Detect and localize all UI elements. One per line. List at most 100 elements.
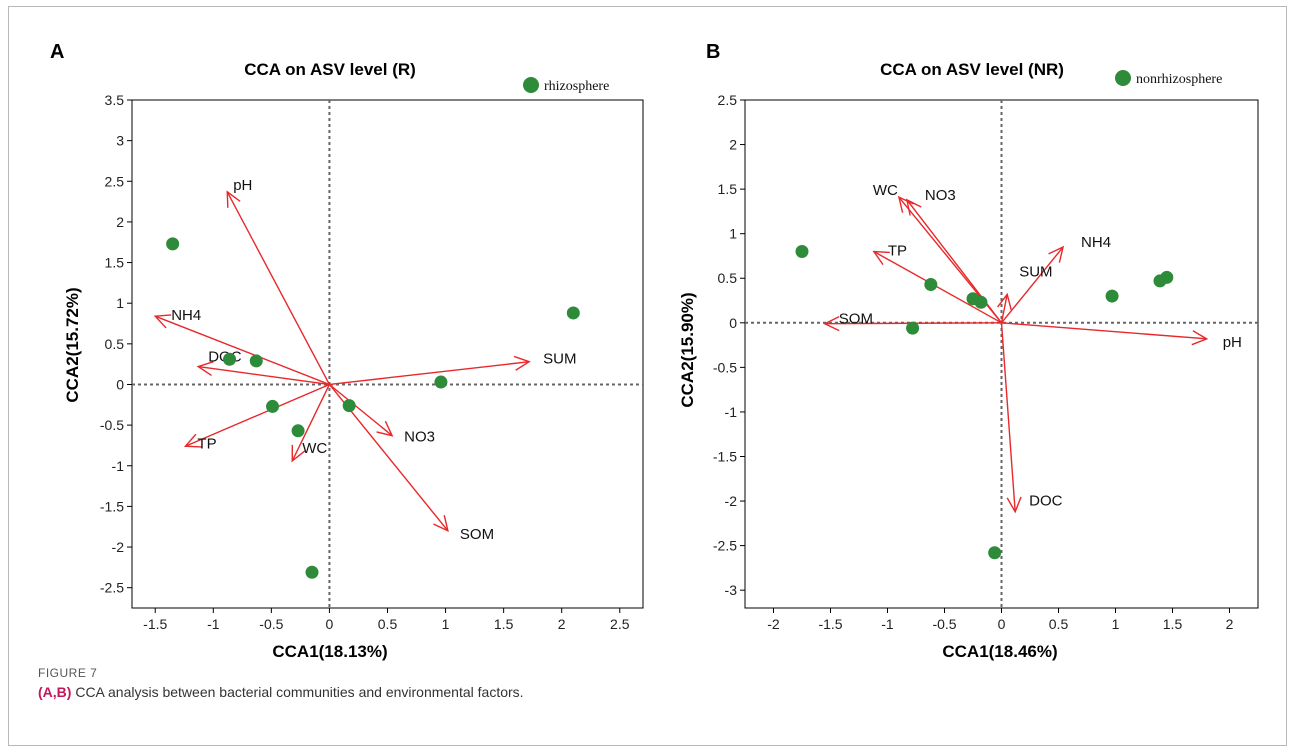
panel-b-vector-nh4-arrowhead [1048, 245, 1065, 263]
panel-a-title: CCA on ASV level (R) [244, 60, 416, 79]
panel-b-y-tick-label: 0 [729, 315, 737, 331]
panel-a-y-tick-label: 1.5 [105, 255, 125, 271]
panel-a-y-tick-label: -1 [112, 458, 125, 474]
panel-a-vector-som-arrowhead [433, 515, 449, 533]
panel-b-vector-ph [1001, 322, 1207, 340]
panel-b-letter: B [706, 41, 720, 63]
panel-b-vector-som-label: SOM [839, 311, 873, 328]
panel-a-vector-nh4-arrowhead [153, 314, 172, 329]
panel-a-data-point [166, 237, 180, 251]
panel-b-x-tick-label: 1 [1112, 616, 1120, 632]
panel-b-vector-sum-arrowhead [996, 292, 1012, 310]
panel-a-y-tick-label: 2 [116, 214, 124, 230]
panel-a-vector-doc-arrowhead [196, 360, 214, 377]
panel-b-legend-label: nonrhizosphere [1136, 72, 1222, 87]
panel-b-data-point [1160, 270, 1174, 284]
panel-b-y-tick-label: -1 [725, 404, 738, 420]
panel-a-data-point [434, 375, 448, 389]
panel-b-xlabel: CCA1(18.46%) [942, 642, 1057, 661]
panel-b-title: CCA on ASV level (NR) [880, 60, 1064, 79]
panel-a-x-tick-label: 2 [558, 616, 566, 632]
panel-b-vector-nh4-label: NH4 [1081, 234, 1111, 251]
panel-a-letter: A [50, 41, 64, 63]
panel-a-x-tick-label: 2.5 [610, 616, 630, 632]
panel-b-y-tick-label: 2.5 [718, 92, 738, 108]
panel-a-data-point [249, 354, 263, 368]
panel-b-y-tick-label: 2 [729, 137, 737, 153]
panel-a-vector-nh4 [154, 315, 330, 386]
panel-b-vector-som-arrowhead [823, 316, 840, 332]
panel-a-y-tick-label: 2.5 [105, 173, 125, 189]
panel-a-vector-no3 [328, 383, 393, 437]
panel-b-vector-doc-label: DOC [1029, 493, 1063, 510]
panel-b: B CCA on ASV level (NR) CCA1(18.46%) CCA… [678, 41, 1259, 661]
panel-b-y-tick-label: -3 [725, 582, 738, 598]
figure-frame [8, 6, 1287, 746]
panel-b-vector-no3-label: NO3 [925, 187, 956, 204]
panel-b-x-tick-label: 2 [1226, 616, 1234, 632]
panel-a-x-tick-label: -1 [207, 616, 220, 632]
panel-b-vector-wc-label: WC [873, 182, 898, 199]
panel-a-vector-tp-arrowhead [183, 433, 202, 448]
panel-a-vector-no3-arrowhead [376, 420, 394, 437]
panel-b-x-tick-label: -0.5 [932, 616, 956, 632]
panel-b-x-tick-label: -2 [767, 616, 780, 632]
panel-b-y-tick-label: 0.5 [718, 270, 738, 286]
panel-a-vector-wc-label: WC [302, 440, 327, 457]
panel-b-data-point [924, 277, 938, 291]
panel-b-vector-no3 [906, 199, 1003, 324]
panel-a-vector-sum-label: SUM [543, 351, 576, 368]
panel-b-y-tick-label: 1.5 [718, 181, 738, 197]
panel-b-data-point [906, 321, 920, 335]
panel-a-vector-tp-label: TP [197, 435, 216, 452]
panel-b-x-tick-label: 0.5 [1049, 616, 1069, 632]
panel-b-vector-ph-label: pH [1223, 334, 1242, 351]
panel-a-xlabel: CCA1(18.13%) [272, 642, 387, 661]
panel-b-vector-sum-label: SUM [1019, 263, 1052, 280]
panel-b-legend-marker [1115, 70, 1131, 86]
panel-a-x-tick-label: 1 [442, 616, 450, 632]
figure-caption: (A,B) CCA analysis between bacterial com… [38, 684, 524, 700]
panel-a-vector-nh4-label: NH4 [171, 307, 201, 324]
panel-a-y-tick-label: 1 [116, 295, 124, 311]
panel-a-vector-tp [185, 383, 330, 447]
panel-b-y-tick-label: -1.5 [713, 448, 737, 464]
panel-a: A CCA on ASV level (R) CCA1(18.13%) CCA2… [50, 41, 644, 661]
panel-a-vector-ph [226, 191, 331, 385]
figure-caption-ref: (A,B) [38, 684, 72, 700]
panel-a-vector-doc [198, 365, 330, 386]
panel-a-vector-sum [329, 361, 530, 386]
panel-a-legend-marker [523, 77, 539, 93]
panel-a-x-tick-label: 0 [326, 616, 334, 632]
panel-a-vector-sum-arrowhead [513, 355, 531, 371]
panel-b-y-tick-label: -0.5 [713, 359, 737, 375]
panel-b-x-tick-label: 1.5 [1163, 616, 1183, 632]
panel-b-y-tick-label: 1 [729, 226, 737, 242]
panel-a-vector-no3-label: NO3 [404, 429, 435, 446]
panel-a-x-tick-label: 0.5 [378, 616, 398, 632]
panel-b-x-tick-label: -1 [881, 616, 894, 632]
panel-a-data-point [305, 565, 319, 579]
panel-b-data-point [988, 546, 1002, 560]
panel-b-vector-nh4 [1000, 246, 1064, 324]
panel-a-y-tick-label: 3.5 [105, 92, 125, 108]
panel-a-vector-wc [291, 384, 331, 462]
panel-a-y-tick-label: 0 [116, 376, 124, 392]
panel-b-vector-doc [1000, 322, 1016, 512]
figure-caption-label: FIGURE 7 [38, 666, 98, 680]
panel-a-vector-ph-label: pH [233, 177, 252, 194]
panel-a-x-tick-label: 1.5 [494, 616, 514, 632]
panel-a-data-point [566, 306, 580, 320]
panel-a-data-point [342, 399, 356, 413]
panel-a-y-tick-label: 3 [116, 133, 124, 149]
panel-a-vector-wc-arrowhead [291, 444, 306, 463]
panel-a-data-point [266, 399, 280, 413]
panel-b-y-tick-label: -2.5 [713, 538, 737, 554]
panel-a-vector-som-label: SOM [460, 526, 494, 543]
panel-a-y-tick-label: -2.5 [100, 580, 124, 596]
panel-a-y-tick-label: -2 [112, 539, 125, 555]
panel-a-y-tick-label: 0.5 [105, 336, 125, 352]
panel-b-vector-tp-arrowhead [872, 250, 890, 266]
figure-caption-text: CCA analysis between bacterial communiti… [71, 684, 524, 700]
